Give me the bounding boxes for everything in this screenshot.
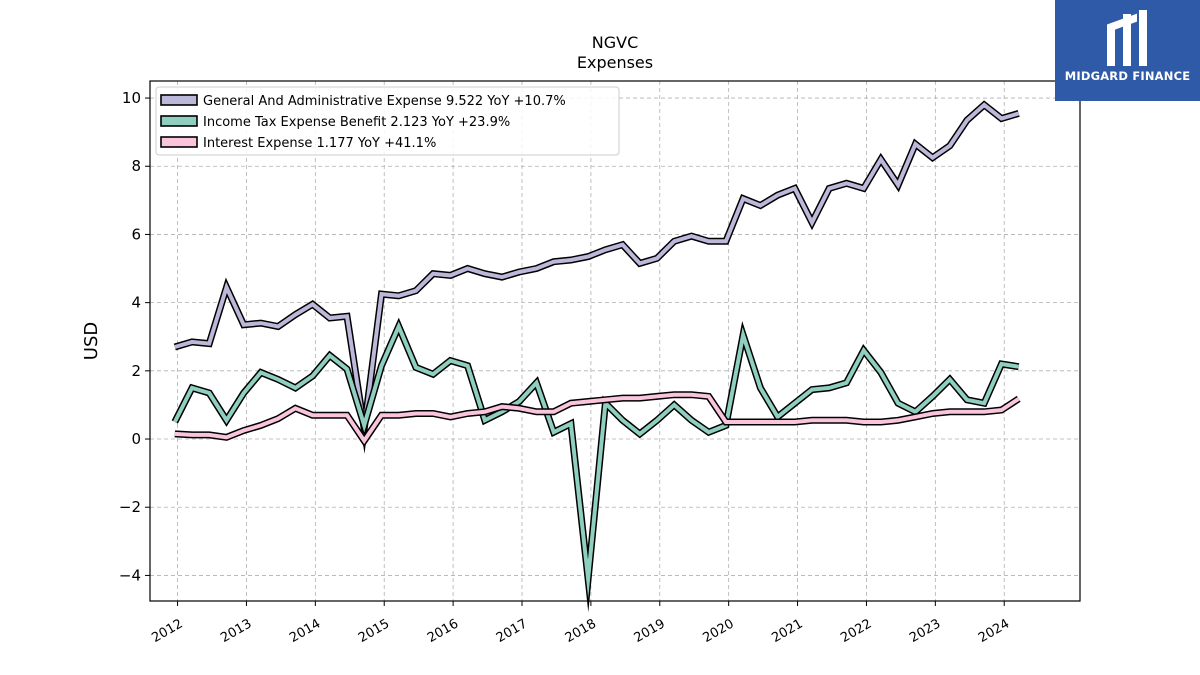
x-tick-label: 2024	[976, 616, 1012, 646]
y-tick-label: 2	[131, 362, 141, 380]
chart-title: NGVC	[592, 33, 638, 52]
chart-subtitle: Expenses	[577, 53, 653, 72]
series-3	[174, 391, 1021, 447]
logo-icon	[1107, 10, 1147, 66]
legend-entry: Income Tax Expense Benefit 2.123 YoY +23…	[203, 115, 510, 130]
y-tick-label: −4	[119, 566, 141, 584]
y-tick-label: −2	[119, 498, 141, 516]
x-tick-label: 2014	[287, 616, 323, 646]
legend: General And Administrative Expense 9.522…	[155, 86, 620, 156]
series-line	[173, 321, 1020, 599]
x-tick-label: 2022	[838, 616, 874, 646]
legend-box	[155, 86, 620, 156]
x-tick-label: 2012	[149, 616, 185, 646]
legend-swatch	[160, 115, 198, 127]
grid	[150, 81, 1080, 601]
series-line	[174, 392, 1020, 445]
y-tick-label: 0	[131, 430, 141, 448]
y-axis: −4 −2 0 2 4 6 8 10	[119, 89, 150, 584]
brand-logo: MIDGARD FINANCE	[1055, 0, 1200, 101]
y-tick-label: 4	[131, 294, 141, 312]
series-outline	[171, 317, 1020, 613]
legend-entry: Interest Expense 1.177 YoY +41.1%	[203, 136, 436, 151]
legend-entry: General And Administrative Expense 9.522…	[203, 94, 566, 109]
brand-name: MIDGARD FINANCE	[1064, 69, 1191, 83]
x-tick-label: 2016	[425, 616, 461, 646]
x-tick-label: 2023	[907, 616, 943, 646]
series-1	[173, 100, 1020, 454]
x-tick-label: 2019	[632, 616, 668, 646]
y-tick-label: 8	[131, 157, 141, 175]
series-2	[171, 317, 1020, 613]
plot-frame	[149, 80, 1081, 602]
x-tick-label: 2018	[563, 616, 599, 646]
x-axis: 2012 2013 2014 2015 2016 2017 2018 2019 2020 2021…	[149, 601, 1012, 646]
y-tick-label: 10	[122, 89, 141, 107]
x-tick-label: 2017	[494, 616, 530, 646]
y-axis-label: USD	[81, 322, 102, 360]
legend-swatch	[160, 94, 198, 106]
x-tick-label: 2015	[356, 616, 392, 646]
series-line	[174, 102, 1020, 444]
x-tick-label: 2013	[218, 616, 254, 646]
series-layer	[171, 100, 1021, 613]
x-tick-label: 2021	[769, 616, 805, 646]
x-tick-label: 2020	[701, 616, 737, 646]
y-tick-label: 6	[131, 225, 141, 243]
legend-swatch	[160, 136, 198, 148]
